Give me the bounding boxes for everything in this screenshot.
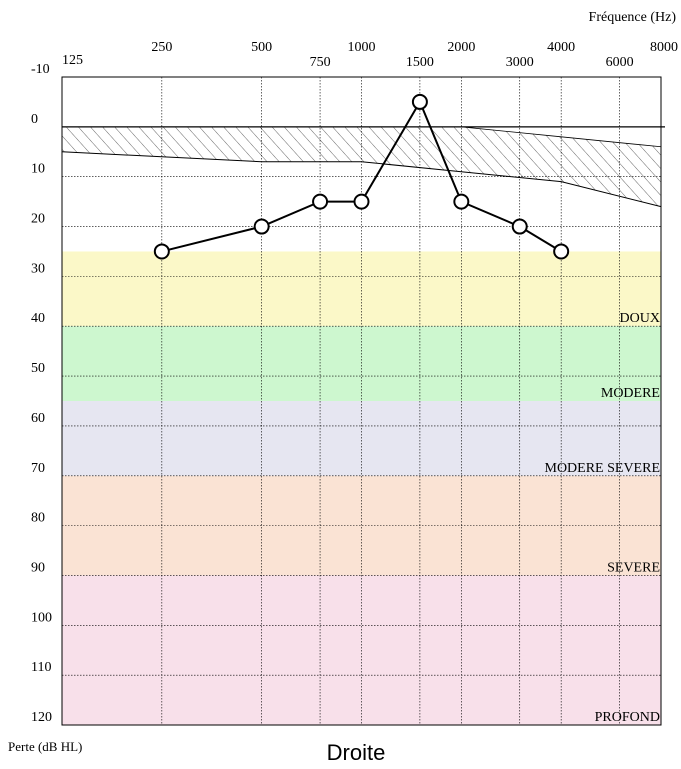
x-tick-labels: 125 250 500 1000 2000 4000 8000 750 1500 3000 6000 (62, 40, 678, 70)
zone-labels: DOUX MODERE MODERE SEVERE SEVERE PROFOND (545, 311, 661, 725)
x-tick-label: 750 (310, 55, 331, 70)
series-line (161, 99, 562, 253)
y-tick-label: 30 (31, 261, 45, 276)
plot-frame (61, 76, 662, 726)
data-point (453, 193, 470, 210)
zone-label-4: PROFOND (595, 710, 660, 725)
y-tick-label: 20 (31, 212, 45, 227)
y-tick-label: 90 (31, 560, 45, 575)
x-tick-label: 8000 (650, 40, 678, 55)
data-point (353, 193, 370, 210)
x-tick-label: 125 (62, 53, 83, 68)
y-tick-label: 120 (31, 710, 52, 725)
y-tick-label: 0 (31, 112, 38, 127)
normal-band-area (62, 126, 661, 207)
data-point (553, 243, 570, 260)
x-tick-label: 250 (151, 40, 172, 55)
series-right-ear (153, 93, 570, 260)
y-tick-label: 60 (31, 411, 45, 426)
y-axis-title: Perte (dB HL) (8, 739, 82, 754)
data-point (312, 193, 329, 210)
x-tick-label: 3000 (506, 55, 534, 70)
x-tick-label: 1000 (348, 40, 376, 55)
y-tick-label: 70 (31, 461, 45, 476)
y-tick-label: 50 (31, 361, 45, 376)
x-tick-label: 6000 (606, 55, 634, 70)
y-tick-label: 110 (31, 660, 51, 675)
x-axis-title: Fréquence (Hz) (589, 10, 677, 25)
x-tick-label: 1500 (406, 55, 434, 70)
chart-title: Droite (327, 740, 386, 765)
data-point (253, 218, 270, 235)
y-tick-labels: -10 0 10 20 30 40 50 60 70 80 90 100 110 120 (31, 62, 52, 725)
y-tick-label: 10 (31, 162, 45, 177)
y-tick-label: 100 (31, 610, 52, 625)
zone-label-0: DOUX (620, 311, 660, 326)
data-point (153, 243, 170, 260)
x-tick-label: 2000 (447, 40, 475, 55)
zone-label-1: MODERE (601, 386, 660, 401)
zone-label-2: MODERE SEVERE (545, 461, 661, 476)
zone-label-3: SEVERE (607, 560, 660, 575)
y-tick-label: 80 (31, 511, 45, 526)
y-tick-label: 40 (31, 311, 45, 326)
y-tick-label: -10 (31, 62, 50, 77)
x-tick-label: 4000 (547, 40, 575, 55)
data-point (511, 218, 528, 235)
data-point (411, 93, 428, 110)
x-tick-label: 500 (251, 40, 272, 55)
